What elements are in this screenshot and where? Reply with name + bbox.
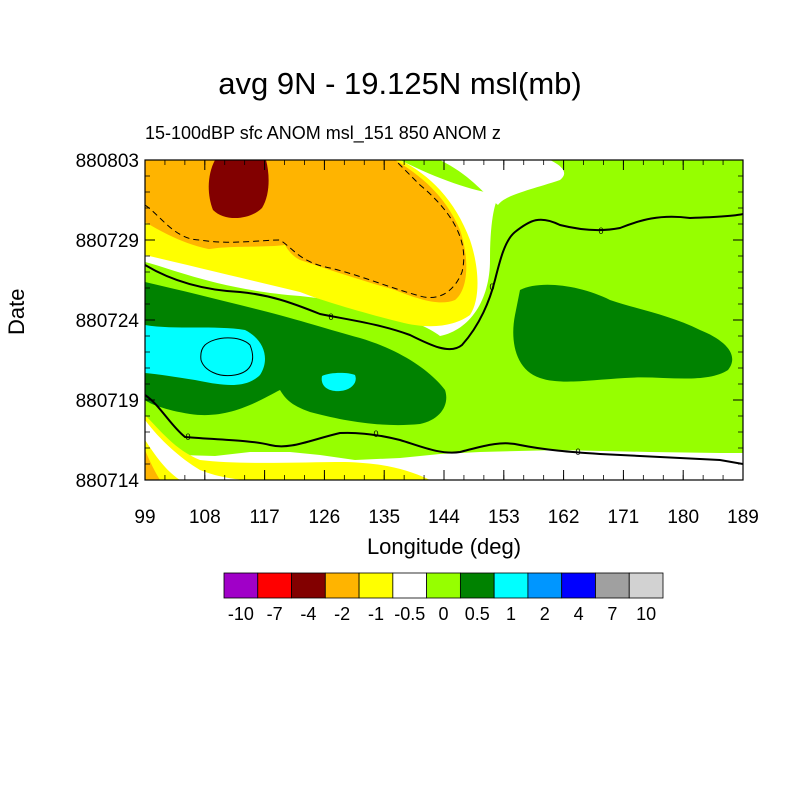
- fill-white-bottom-pocket: [145, 420, 250, 480]
- fill-orange-corner: [145, 450, 160, 480]
- colorbar-label: 2: [540, 604, 550, 624]
- fill-green-right: [513, 284, 733, 382]
- colorbar-swatch: [426, 572, 461, 599]
- chart-title: avg 9N - 19.125N msl(mb): [218, 66, 582, 101]
- contour-label: 0: [185, 432, 190, 442]
- x-tick-label: 180: [667, 507, 699, 528]
- fill-yellow-bottom: [145, 415, 430, 480]
- colorbar-label: -10: [228, 604, 254, 624]
- contour-zero-upper: [145, 213, 743, 351]
- contour-labels: 0 0 0 0 0 0: [185, 226, 603, 457]
- fill-darkred-blob: [208, 160, 269, 219]
- y-tick-label: 880803: [76, 151, 139, 172]
- x-tick-label: 99: [134, 507, 155, 528]
- fill-cyan-left: [145, 325, 265, 385]
- colorbar-label: 0.5: [465, 604, 490, 624]
- contour-label: 0: [598, 226, 603, 236]
- x-axis: 99 108 117 126 135 144 153 162 171 180 189: [134, 160, 759, 528]
- contour-label: 0: [489, 282, 494, 292]
- fill-green-left: [145, 282, 447, 426]
- colorbar-swatch: [595, 572, 630, 599]
- colorbar-swatch: [459, 572, 495, 599]
- x-tick-label: 108: [189, 507, 221, 528]
- colorbar-label: -1: [368, 604, 384, 624]
- chart-subtitle: 15-100dBP sfc ANOM msl_151 850 ANOM z: [145, 123, 501, 143]
- fill-white-lower-strip: [420, 453, 743, 480]
- contour-label: 0: [328, 312, 333, 322]
- x-tick-label: 189: [727, 507, 759, 528]
- y-tick-label: 880729: [76, 231, 139, 252]
- colorbar-label: 7: [607, 604, 617, 624]
- colorbar-label: -7: [267, 604, 283, 624]
- colorbar: -10 -7 -4 -2 -1 -0.5 0 0.5 1 2 4 7 10: [223, 572, 664, 624]
- y-tick-label: 880724: [76, 311, 140, 332]
- plot-area: [145, 160, 743, 480]
- colorbar-swatch: [291, 572, 326, 599]
- contour-label: 0: [373, 429, 378, 439]
- contour-zero-lower: [145, 394, 743, 465]
- colorbar-label: -0.5: [394, 604, 425, 624]
- colorbar-swatch: [324, 572, 360, 599]
- colorbar-swatch: [628, 572, 664, 599]
- colorbar-label: -4: [300, 604, 316, 624]
- fill-cyan-small: [321, 372, 356, 392]
- x-tick-label: 135: [368, 507, 400, 528]
- colorbar-swatch: [561, 572, 596, 599]
- colorbar-label: 1: [506, 604, 516, 624]
- contour-cyan-ring: [200, 337, 254, 377]
- colorbar-label: 0: [438, 604, 448, 624]
- x-tick-label: 171: [608, 507, 640, 528]
- x-tick-label: 162: [548, 507, 580, 528]
- contour-label: 0: [575, 447, 580, 457]
- fill-white-upper-right: [440, 160, 565, 205]
- fill-yellow-spur: [205, 245, 320, 270]
- contour-lines: [145, 160, 743, 465]
- x-tick-label: 144: [428, 507, 460, 528]
- colorbar-label: -2: [334, 604, 350, 624]
- contour-dashed-upper: [145, 160, 465, 298]
- colorbar-label: 10: [636, 604, 656, 624]
- colorbar-label: 4: [574, 604, 584, 624]
- colorbar-swatch: [392, 572, 428, 599]
- colorbar-swatch: [493, 572, 529, 599]
- x-tick-label: 117: [249, 507, 279, 528]
- y-axis: 880714 880719 880724 880729 880803: [76, 151, 743, 492]
- y-tick-label: 880714: [76, 471, 140, 492]
- y-tick-label: 880719: [76, 391, 139, 412]
- x-tick-label: 153: [488, 507, 520, 528]
- x-axis-label: Longitude (deg): [366, 534, 522, 559]
- x-tick-label: 126: [309, 507, 341, 528]
- colorbar-swatch: [358, 572, 394, 599]
- colorbar-swatch: [223, 572, 259, 599]
- colorbar-swatch: [257, 572, 292, 599]
- colorbar-swatch: [527, 572, 563, 599]
